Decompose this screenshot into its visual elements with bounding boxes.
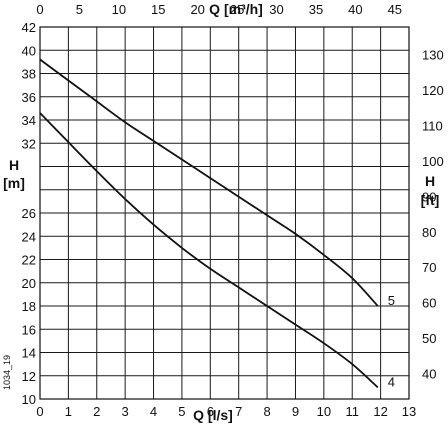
x2-tick-label: 10 [112, 2, 126, 17]
x2-axis-title: Q [m³/h] [209, 1, 263, 17]
tick-labels: 0 1 2 3 4 5 6 7 8 9 10 11 12 130 5 10 15 20 25 30 35 40 451012… [22, 2, 444, 419]
plot-frame [39, 26, 410, 400]
y-tick-label: 12 [22, 369, 36, 384]
y-tick-label: 40 [22, 43, 36, 58]
curve-5 [39, 58, 379, 307]
y2-tick-label: 60 [422, 296, 436, 311]
y-tick-label: 14 [22, 346, 36, 361]
x-tick-label: 1 [65, 404, 72, 419]
y2-axis-title-line2: [ft] [421, 192, 440, 208]
y2-tick-label: 110 [422, 118, 443, 133]
y2-tick-label: 50 [422, 331, 436, 346]
x2-tick-label: 5 [76, 2, 83, 17]
y-tick-label: 24 [22, 229, 36, 244]
y-axis-title-line2: [m] [3, 175, 25, 191]
y2-tick-label: 120 [422, 83, 444, 98]
x2-tick-label: 25 [230, 2, 244, 17]
x2-tick-label: 30 [269, 2, 283, 17]
x2-tick-label: 15 [151, 2, 165, 17]
pump-curves: 54 [39, 58, 395, 389]
x2-tick-label: 20 [190, 2, 204, 17]
x-tick-label: 9 [292, 404, 299, 419]
y2-tick-label: 80 [422, 225, 436, 240]
x-tick-label: 11 [345, 404, 359, 419]
x2-tick-label: 0 [36, 2, 43, 17]
y-tick-label: 20 [22, 276, 36, 291]
x2-tick-label: 45 [388, 2, 402, 17]
figure-reference-code: 1034_19 [2, 355, 12, 390]
x-tick-label: 7 [235, 404, 242, 419]
y2-tick-label: 130 [422, 48, 444, 63]
x-tick-label: 2 [93, 404, 100, 419]
x-tick-label: 12 [373, 404, 387, 419]
axis-titles: Q [l/s] Q [m³/h] H [m] H [ft] 1034_19 [2, 1, 439, 423]
x-tick-label: 8 [263, 404, 270, 419]
x-tick-label: 10 [317, 404, 331, 419]
y-tick-label: 16 [22, 322, 36, 337]
x-tick-label: 5 [178, 404, 185, 419]
x-tick-label: 4 [150, 404, 157, 419]
y2-tick-label: 100 [422, 154, 444, 169]
curve-label-4: 4 [388, 374, 395, 389]
y-tick-label: 32 [22, 136, 36, 151]
curve-4 [39, 112, 379, 389]
x-tick-label: 13 [402, 404, 416, 419]
y-tick-label: 42 [22, 20, 36, 35]
x-tick-label: 0 [36, 404, 43, 419]
y2-axis-title-line1: H [425, 173, 435, 189]
x-tick-label: 6 [207, 404, 214, 419]
y-tick-label: 36 [22, 90, 36, 105]
x2-tick-label: 35 [309, 2, 323, 17]
y-tick-label: 34 [22, 113, 36, 128]
x2-tick-label: 40 [348, 2, 362, 17]
y-tick-label: 18 [22, 299, 36, 314]
x-axis-title: Q [l/s] [193, 407, 233, 423]
y2-tick-label: 40 [422, 366, 436, 381]
y2-tick-label: 70 [422, 260, 436, 275]
x-tick-label: 3 [122, 404, 129, 419]
y-axis-title-line1: H [9, 157, 19, 173]
y-tick-label: 22 [22, 253, 36, 268]
y-tick-label: 26 [22, 206, 36, 221]
y2-tick-label: 90 [422, 189, 436, 204]
y-tick-label: 38 [22, 67, 36, 82]
curve-label-5: 5 [388, 293, 395, 308]
grid-lines [39, 26, 410, 400]
y-tick-label: 10 [22, 392, 36, 407]
